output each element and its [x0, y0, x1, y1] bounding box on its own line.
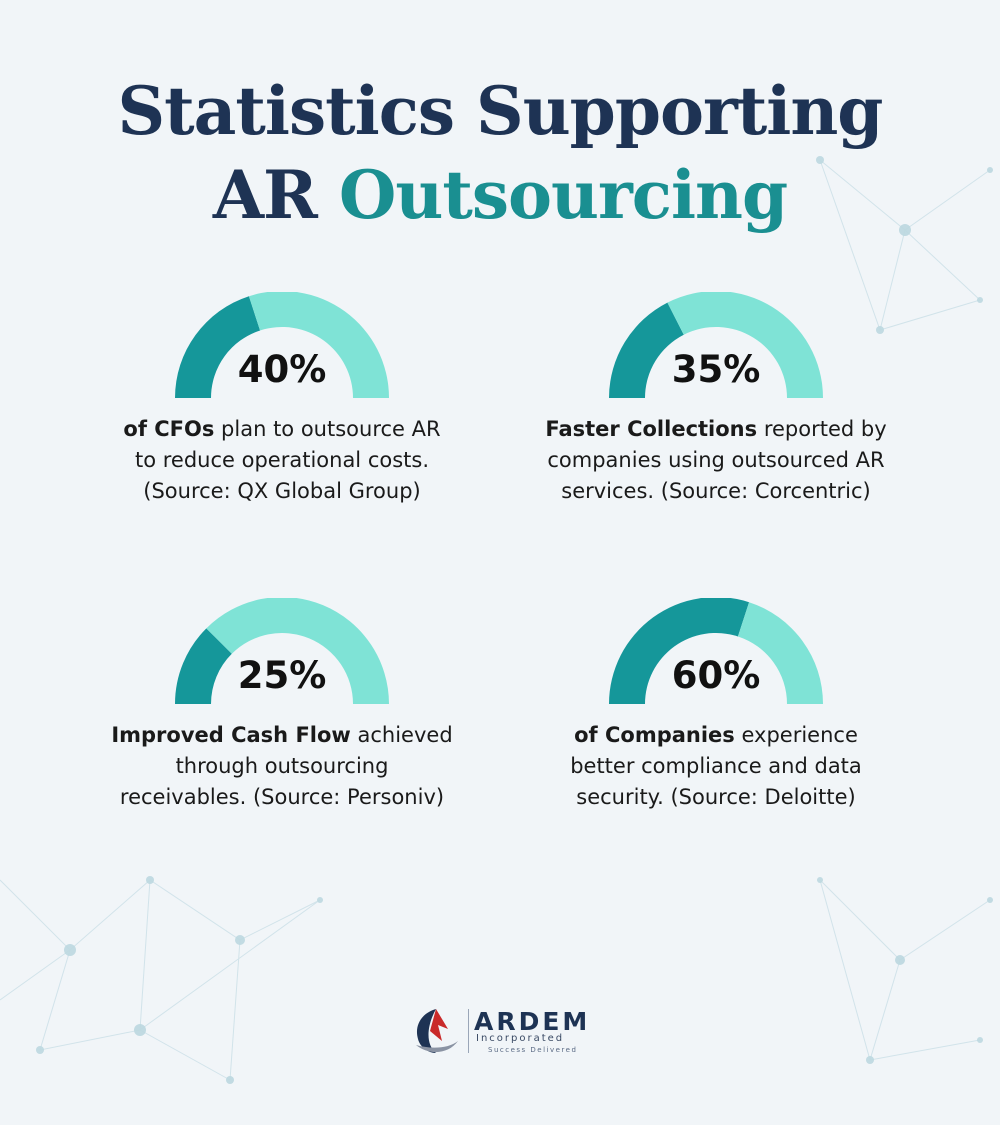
logo-sub: Incorporated	[476, 1033, 565, 1044]
stat-description: Faster Collections reported by companies…	[496, 414, 936, 507]
stat-description: Improved Cash Flow achieved through outs…	[62, 720, 502, 813]
gauge	[175, 292, 389, 398]
stat-source: receivables. (Source: Personiv)	[119, 785, 445, 809]
gauge-remaining-arc	[667, 292, 823, 398]
stat-text: plan to outsource AR	[214, 417, 441, 441]
stat-text: through outsourcing	[175, 754, 389, 778]
stat-source: security. (Source: Deloitte)	[576, 785, 856, 809]
gauge-filled-arc	[175, 628, 232, 704]
gauge-remaining-arc	[737, 602, 823, 704]
ardem-logo-icon	[416, 1009, 458, 1053]
logo-tagline: Success Delivered	[488, 1046, 578, 1054]
gauge-remaining-arc	[248, 292, 389, 398]
gauge	[175, 598, 389, 704]
stat-description: of Companies experience better complianc…	[496, 720, 936, 813]
stat-value: 60%	[671, 654, 761, 697]
stat-text: companies using outsourced AR	[547, 448, 885, 472]
gauge	[609, 292, 823, 398]
stat-source: (Source: QX Global Group)	[143, 479, 421, 503]
title-accent: Outsourcing	[338, 156, 788, 234]
gauge-filled-arc	[609, 598, 750, 704]
gauge	[609, 598, 823, 704]
gauge-filled-arc	[175, 296, 261, 398]
stat-value: 40%	[237, 348, 327, 391]
stat-text: better compliance and data	[570, 754, 862, 778]
stat-text: achieved	[350, 723, 453, 747]
stat-highlight: of Companies	[574, 723, 735, 747]
logo-divider	[468, 1009, 469, 1053]
stat-text: experience	[734, 723, 858, 747]
stat-value: 35%	[671, 348, 761, 391]
gauge-filled-arc	[609, 302, 684, 398]
title-plain: AR	[212, 156, 318, 234]
stat-highlight: Faster Collections	[545, 417, 758, 441]
stat-text: to reduce operational costs.	[134, 448, 430, 472]
stat-value: 25%	[237, 654, 327, 697]
title-line-1: Statistics Supporting	[117, 72, 884, 150]
stat-description: of CFOs plan to outsource AR to reduce o…	[62, 414, 502, 507]
title-line-2: AR Outsourcing	[0, 162, 1000, 228]
stat-source: services. (Source: Corcentric)	[561, 479, 871, 503]
logo-name: ARDEM	[474, 1007, 591, 1036]
ardem-logo: ARDEM Incorporated Success Delivered	[408, 1005, 598, 1057]
gauge-remaining-arc	[206, 598, 389, 704]
stat-text: reported by	[757, 417, 887, 441]
stat-highlight: Improved Cash Flow	[111, 723, 351, 747]
stat-highlight: of CFOs	[123, 417, 215, 441]
